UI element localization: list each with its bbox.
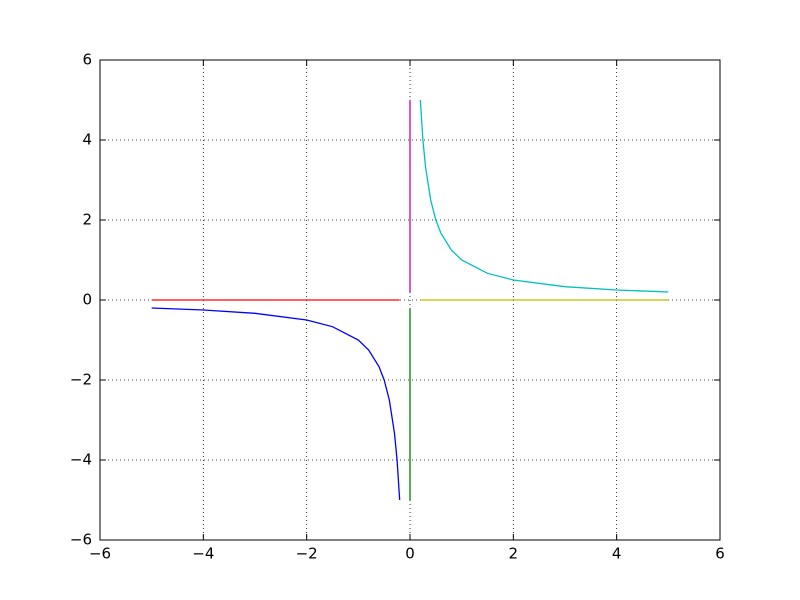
data-line: [419, 99, 669, 293]
y-tick-label: 4: [82, 131, 92, 149]
x-tick-label: 2: [509, 545, 519, 563]
x-tick-label: −4: [192, 545, 214, 563]
y-tick-label: 0: [82, 291, 92, 309]
x-tick-label: −6: [89, 545, 111, 563]
y-tick-label: 2: [82, 211, 92, 229]
x-tick-label: 4: [612, 545, 622, 563]
x-tick-label: 0: [405, 545, 415, 563]
x-tick-label: −2: [296, 545, 318, 563]
data-line: [151, 307, 401, 501]
y-tick-label: −6: [70, 531, 92, 549]
x-tick-label: 6: [715, 545, 725, 563]
plot-frame: [99, 59, 721, 541]
y-tick-label: −2: [70, 371, 92, 389]
y-tick-label: 6: [82, 51, 92, 69]
y-tick-label: −4: [70, 451, 92, 469]
